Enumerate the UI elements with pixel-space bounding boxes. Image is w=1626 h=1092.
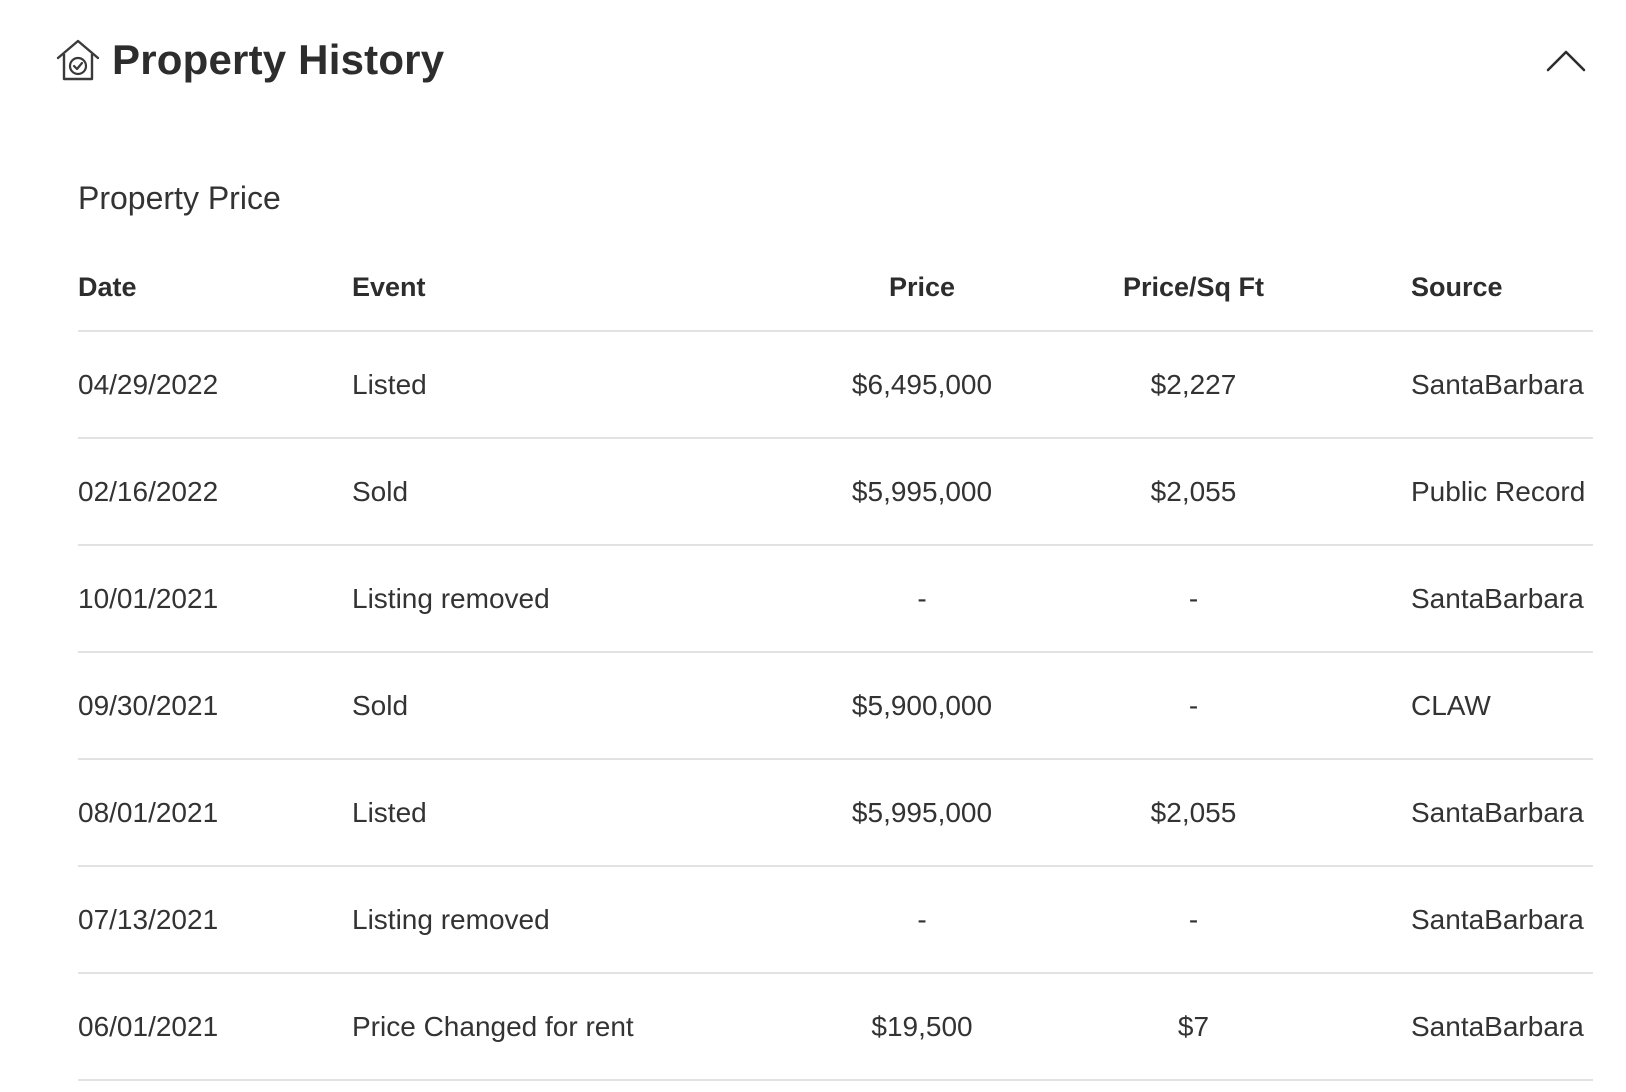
cell-price-sqft: $2,055 xyxy=(1022,759,1365,867)
cell-price: $19,500 xyxy=(822,973,1022,1081)
collapse-button[interactable] xyxy=(1542,36,1590,84)
cell-event: Listed xyxy=(352,331,822,439)
cell-date: 02/16/2022 xyxy=(78,438,352,546)
cell-source: CLAW xyxy=(1365,652,1593,760)
cell-date: 09/30/2021 xyxy=(78,652,352,760)
cell-event: Sold xyxy=(352,438,822,546)
cell-price: - xyxy=(822,866,1022,974)
property-price-table: Date Event Price Price/Sq Ft Source 04/2… xyxy=(78,244,1593,1081)
cell-price-sqft: - xyxy=(1022,545,1365,653)
column-header-date[interactable]: Date xyxy=(78,244,352,332)
cell-date: 08/01/2021 xyxy=(78,759,352,867)
cell-source: SantaBarbara xyxy=(1365,866,1593,974)
cell-price: $6,495,000 xyxy=(822,331,1022,439)
table-row[interactable]: 06/01/2021 Price Changed for rent $19,500 $… xyxy=(78,973,1593,1081)
cell-event: Sold xyxy=(352,652,822,760)
cell-source: SantaBarbara xyxy=(1365,973,1593,1081)
cell-event: Listing removed xyxy=(352,545,822,653)
column-header-event[interactable]: Event xyxy=(352,244,822,332)
cell-price-sqft: $2,227 xyxy=(1022,331,1365,439)
cell-event: Listed xyxy=(352,759,822,867)
cell-price-sqft: $2,055 xyxy=(1022,438,1365,546)
cell-price: $5,995,000 xyxy=(822,759,1022,867)
table-row[interactable]: 09/30/2021 Sold $5,900,000- CLAW xyxy=(78,652,1593,760)
house-check-icon xyxy=(54,36,102,84)
cell-price: $5,900,000 xyxy=(822,652,1022,760)
table-row[interactable]: 02/16/2022 Sold $5,995,000 $2,055 Public Rec… xyxy=(78,438,1593,546)
cell-price: $5,995,000 xyxy=(822,438,1022,546)
cell-event: Listing removed xyxy=(352,866,822,974)
cell-date: 10/01/2021 xyxy=(78,545,352,653)
cell-source: SantaBarbara xyxy=(1365,331,1593,439)
cell-source: Public Record xyxy=(1365,438,1593,546)
table-row[interactable]: 04/29/2022 Listed $6,495,000 $2,227 SantaBar… xyxy=(78,331,1593,439)
page-title: Property History xyxy=(112,36,445,83)
cell-date: 07/13/2021 xyxy=(78,866,352,974)
section-title: Property Price xyxy=(78,180,281,216)
cell-date: 06/01/2021 xyxy=(78,973,352,1081)
table-header-row: Date Event Price Price/Sq Ft Source xyxy=(78,244,1593,332)
column-header-price-sqft[interactable]: Price/Sq Ft xyxy=(1022,244,1365,332)
cell-source: SantaBarbara xyxy=(1365,759,1593,867)
table-body: 04/29/2022 Listed $6,495,000 $2,227 SantaBar… xyxy=(78,331,1593,1081)
table-row[interactable]: 10/01/2021 Listing removed - - SantaBarbara xyxy=(78,545,1593,653)
cell-price-sqft: - xyxy=(1022,866,1365,974)
cell-price: - xyxy=(822,545,1022,653)
cell-date: 04/29/2022 xyxy=(78,331,352,439)
table-row[interactable]: 07/13/2021 Listing removed - - SantaBarbara xyxy=(78,866,1593,974)
section-header: Property History xyxy=(54,28,1626,92)
cell-event: Price Changed for rent xyxy=(352,973,822,1081)
chevron-up-icon xyxy=(1546,50,1586,72)
cell-source: SantaBarbara xyxy=(1365,545,1593,653)
table-row[interactable]: 08/01/2021 Listed $5,995,000 $2,055 SantaBar… xyxy=(78,759,1593,867)
column-header-source[interactable]: Source xyxy=(1365,244,1593,332)
cell-price-sqft: - xyxy=(1022,652,1365,760)
column-header-price[interactable]: Price xyxy=(822,244,1022,332)
cell-price-sqft: $7 xyxy=(1022,973,1365,1081)
